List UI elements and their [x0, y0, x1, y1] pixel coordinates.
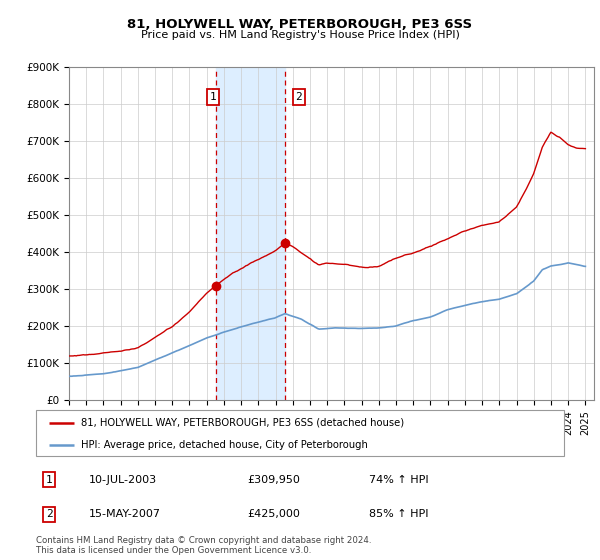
- Text: 10-JUL-2003: 10-JUL-2003: [89, 475, 157, 484]
- Text: 1: 1: [209, 92, 217, 102]
- Text: 2: 2: [46, 510, 53, 519]
- Text: 15-MAY-2007: 15-MAY-2007: [89, 510, 161, 519]
- Bar: [215, 67, 285, 400]
- Text: HPI: Average price, detached house, City of Peterborough: HPI: Average price, detached house, City…: [81, 440, 368, 450]
- Text: 74% ↑ HPI: 74% ↑ HPI: [368, 475, 428, 484]
- Text: 2: 2: [295, 92, 302, 102]
- Text: £425,000: £425,000: [247, 510, 300, 519]
- Text: 1: 1: [46, 475, 53, 484]
- Text: Contains HM Land Registry data © Crown copyright and database right 2024.: Contains HM Land Registry data © Crown c…: [36, 536, 371, 545]
- Text: Price paid vs. HM Land Registry's House Price Index (HPI): Price paid vs. HM Land Registry's House …: [140, 30, 460, 40]
- Text: 81, HOLYWELL WAY, PETERBOROUGH, PE3 6SS (detached house): 81, HOLYWELL WAY, PETERBOROUGH, PE3 6SS …: [81, 418, 404, 428]
- Text: This data is licensed under the Open Government Licence v3.0.: This data is licensed under the Open Gov…: [36, 546, 311, 555]
- Text: £309,950: £309,950: [247, 475, 300, 484]
- Text: 81, HOLYWELL WAY, PETERBOROUGH, PE3 6SS: 81, HOLYWELL WAY, PETERBOROUGH, PE3 6SS: [127, 18, 473, 31]
- Text: 85% ↑ HPI: 85% ↑ HPI: [368, 510, 428, 519]
